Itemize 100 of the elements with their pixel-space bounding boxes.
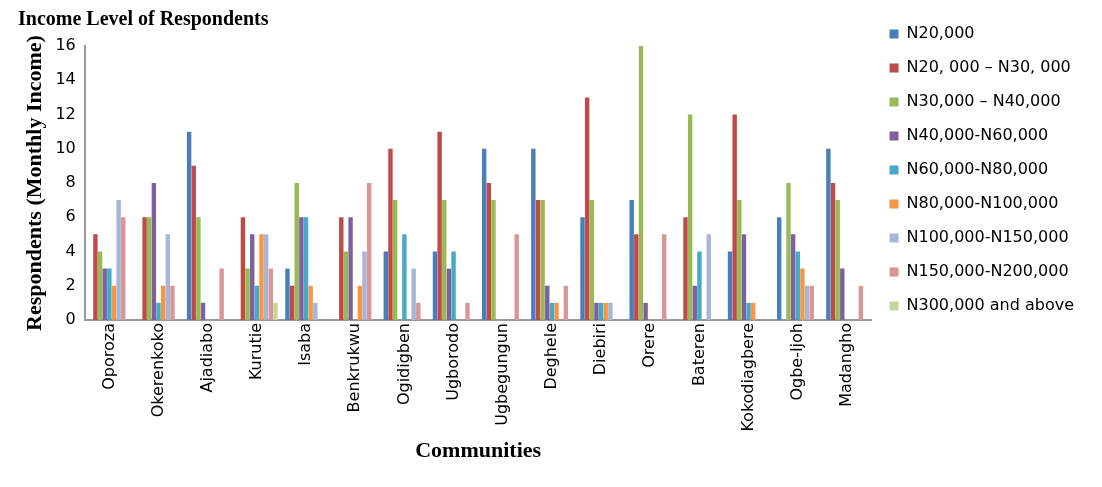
bar [121,217,126,320]
bar [514,234,519,320]
y-axis-title: Respondents (Monthly Income) [20,35,46,331]
x-tick-label: Ogidigben [393,323,413,406]
bar [348,217,353,320]
x-tick-label: Kurutie [246,323,266,381]
bar [366,183,372,320]
x-tick-label: Deghele [541,323,561,390]
x-tick-label: Ajadiabo [196,323,216,393]
y-tick-label: 10 [55,137,76,157]
bar [97,251,103,320]
bar [800,268,805,320]
x-tick-label: Kokodiagbere [737,323,757,432]
bar [102,268,107,320]
bar [580,217,585,320]
bar [285,268,290,320]
bar [746,302,751,320]
bar [535,200,541,320]
bar [786,183,791,320]
bar [540,200,545,320]
bar [741,234,747,320]
bar [776,217,782,320]
legend-label: N20, 000 – N30, 000 [906,57,1071,77]
legend-label: N40,000-N60,000 [906,125,1049,145]
bar [151,183,157,320]
bar [531,148,536,320]
bar [589,200,594,320]
bar [486,183,492,320]
bar [563,285,569,320]
bar [795,251,800,320]
legend-label: N30,000 – N40,000 [906,91,1061,111]
y-tick-label: 6 [65,206,76,226]
bar [196,217,201,320]
bar [451,251,456,320]
legend-label: N80,000-N100,000 [906,193,1059,213]
bar [254,285,260,320]
bar [383,251,389,320]
bar [362,251,367,320]
bar [392,200,398,320]
bar [156,302,161,320]
bar [437,131,442,320]
bar [830,183,836,320]
x-tick-label: Orere [639,323,659,368]
bar [481,148,487,320]
chart-title: Income Level of Respondents [18,7,269,31]
x-tick-label: Madangho [836,323,856,407]
x-tick-label: Diebiri [590,323,610,376]
bar [638,46,644,320]
legend-label: N20,000 [906,23,975,43]
bar [191,165,196,320]
bar [268,268,273,320]
bar [643,302,648,320]
bar [432,251,438,320]
bar [416,302,421,320]
bar [554,302,559,320]
bar [303,217,309,320]
bar [594,302,599,320]
x-tick-label: Okerenkoko [147,323,167,418]
bar [446,268,452,320]
bar [706,234,711,320]
bar [111,285,117,320]
bar [687,114,693,320]
bar [299,217,304,320]
bar [357,285,363,320]
bar [343,251,349,320]
bar [584,97,590,320]
bar [465,302,470,320]
x-tick-label: Isaba [295,323,315,366]
bar [545,285,550,320]
bar [683,217,688,320]
bar [634,234,639,320]
bar [107,268,112,320]
x-tick-label: Ugbegungun [491,323,511,426]
bar [388,148,393,320]
bar [259,234,264,320]
y-tick-label: 4 [65,240,76,260]
legend-label: N150,000-N200,000 [906,261,1069,281]
bar [250,234,255,320]
bar [858,285,864,320]
bar [737,200,742,320]
bar [402,234,407,320]
bar [339,217,344,320]
bar [160,285,166,320]
bar [186,131,192,320]
bar [170,285,175,320]
bar [165,234,171,320]
bar [491,200,496,320]
x-tick-label: Benkrukwu [344,323,364,413]
bar [411,268,416,320]
legend-label: N60,000-N80,000 [906,159,1049,179]
bar [219,268,224,320]
bar [661,234,667,320]
x-tick-label: Ugborodo [442,323,462,401]
bar [804,285,810,320]
y-tick-label: 14 [55,69,76,89]
bar [116,200,121,320]
bar [809,285,814,320]
bar [697,251,702,320]
legend-label: N300,000 and above [906,295,1074,315]
bar [608,302,613,320]
